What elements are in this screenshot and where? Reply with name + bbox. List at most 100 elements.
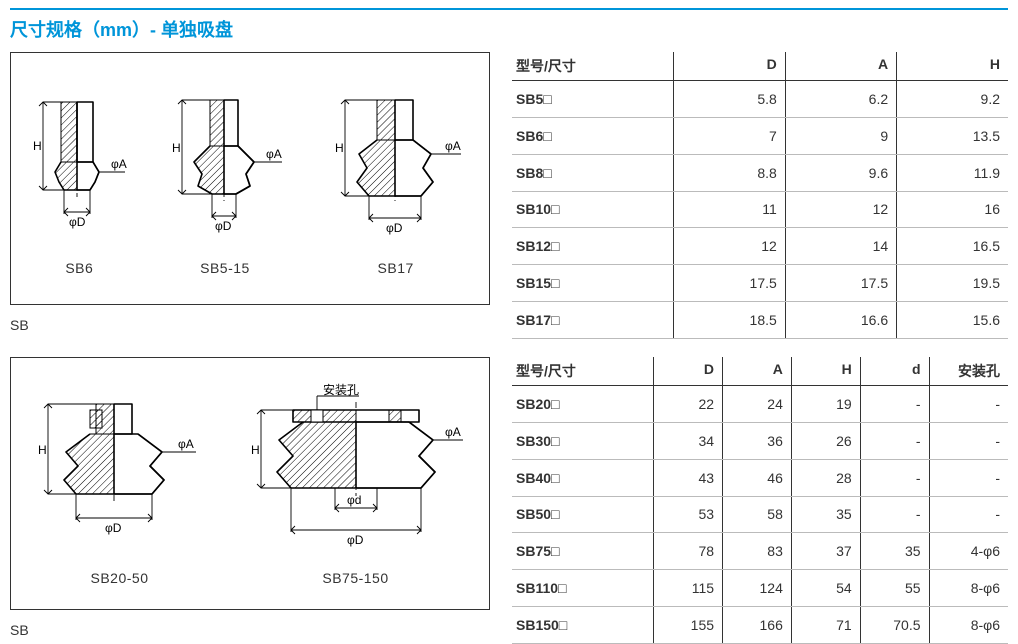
value-cell: - [929,386,1008,423]
value-cell: 54 [791,570,860,607]
value-cell: 55 [860,570,929,607]
svg-text:φA: φA [445,425,461,439]
value-cell: - [860,459,929,496]
col-header: 型号/尺寸 [512,357,654,386]
svg-text:φd: φd [347,493,361,507]
value-cell: 6.2 [785,81,896,118]
diagram-sb5-15-label: SB5-15 [200,260,250,276]
value-cell: 46 [723,459,792,496]
value-cell: 8.8 [674,154,785,191]
col-header: 安装孔 [929,357,1008,386]
col-header: A [785,52,896,81]
diagram-box-1: H φA φD SB6 [10,52,490,305]
value-cell: 8-φ6 [929,607,1008,644]
diagram-sb5-15-svg: H φA φD [150,82,300,242]
value-cell: 83 [723,533,792,570]
model-cell: SB6□ [512,117,674,154]
value-cell: 13.5 [897,117,1008,154]
diagram-box-2: H φA φD SB20-50 [10,357,490,610]
diagram-sb5-15: H φA φD SB5-15 [150,82,300,276]
value-cell: 17.5 [785,265,896,302]
value-cell: 53 [654,496,723,533]
series-caption-2: SB [10,622,490,638]
value-cell: 9.6 [785,154,896,191]
value-cell: 71 [791,607,860,644]
value-cell: 19 [791,386,860,423]
table-row: SB6□7913.5 [512,117,1008,154]
svg-text:φD: φD [215,219,232,233]
value-cell: 16.6 [785,302,896,339]
table-row: SB75□788337354-φ6 [512,533,1008,570]
table-row: SB20□222419-- [512,386,1008,423]
value-cell: 26 [791,422,860,459]
col-header: D [674,52,785,81]
table-row: SB5□5.86.29.2 [512,81,1008,118]
model-cell: SB8□ [512,154,674,191]
svg-text:φD: φD [386,221,403,235]
value-cell: 36 [723,422,792,459]
col-header: 型号/尺寸 [512,52,674,81]
col-header: A [723,357,792,386]
value-cell: 16.5 [897,228,1008,265]
diagram-sb75-150: 安装孔 H φA [231,382,481,586]
svg-text:φD: φD [105,521,122,535]
diagram-sb17: H φA φD SB17 [311,82,481,276]
value-cell: 19.5 [897,265,1008,302]
model-cell: SB10□ [512,191,674,228]
value-cell: 43 [654,459,723,496]
col-header: H [897,52,1008,81]
row-1: H φA φD SB6 [10,52,1008,339]
svg-text:φA: φA [445,139,461,153]
svg-text:H: H [335,141,344,155]
section-header: 尺寸规格（mm）- 单独吸盘 [10,8,1008,42]
svg-text:φA: φA [266,147,282,161]
value-cell: 16 [897,191,1008,228]
model-cell: SB50□ [512,496,654,533]
svg-text:H: H [38,443,47,457]
value-cell: 35 [791,496,860,533]
col-header: D [654,357,723,386]
row-2: H φA φD SB20-50 [10,357,1008,644]
diagram-block-2: H φA φD SB20-50 [10,357,490,644]
table-row: SB40□434628-- [512,459,1008,496]
model-cell: SB20□ [512,386,654,423]
svg-text:H: H [33,139,42,153]
model-cell: SB30□ [512,422,654,459]
series-caption-1: SB [10,317,490,333]
value-cell: 15.6 [897,302,1008,339]
value-cell: - [929,422,1008,459]
model-cell: SB150□ [512,607,654,644]
spec-table-1: 型号/尺寸DAHSB5□5.86.29.2SB6□7913.5SB8□8.89.… [512,52,1008,339]
diagram-sb17-label: SB17 [378,260,414,276]
value-cell: 17.5 [674,265,785,302]
table-row: SB17□18.516.615.6 [512,302,1008,339]
svg-text:φD: φD [347,533,364,547]
table-row: SB150□1551667170.58-φ6 [512,607,1008,644]
value-cell: 22 [654,386,723,423]
value-cell: 70.5 [860,607,929,644]
value-cell: 11 [674,191,785,228]
model-cell: SB40□ [512,459,654,496]
value-cell: 9 [785,117,896,154]
value-cell: 5.8 [674,81,785,118]
value-cell: 34 [654,422,723,459]
value-cell: 58 [723,496,792,533]
diagram-sb20-50-label: SB20-50 [91,570,149,586]
diagram-sb6-svg: H φA φD [19,82,139,242]
svg-text:H: H [172,141,181,155]
diagram-sb6: H φA φD SB6 [19,82,139,276]
value-cell: 12 [674,228,785,265]
diagram-sb20-50: H φA φD SB20-50 [20,382,220,586]
value-cell: 78 [654,533,723,570]
value-cell: 28 [791,459,860,496]
col-header: H [791,357,860,386]
value-cell: - [929,496,1008,533]
model-cell: SB75□ [512,533,654,570]
value-cell: 11.9 [897,154,1008,191]
col-header: d [860,357,929,386]
svg-text:φD: φD [69,215,86,229]
value-cell: 155 [654,607,723,644]
table-row: SB15□17.517.519.5 [512,265,1008,302]
value-cell: - [860,386,929,423]
spec-table-2: 型号/尺寸DAHd安装孔SB20□222419--SB30□343626--SB… [512,357,1008,644]
